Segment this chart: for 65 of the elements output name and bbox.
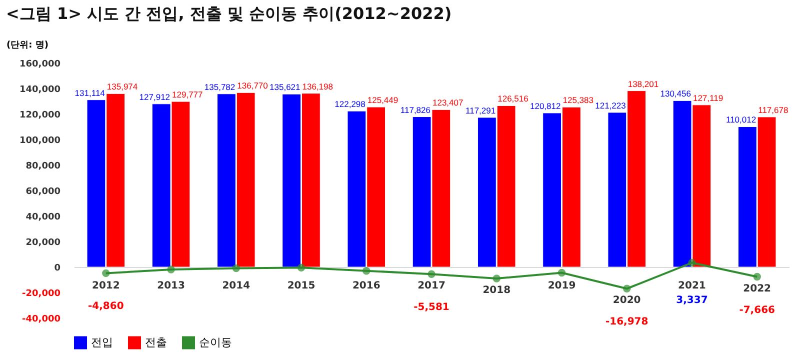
data-label: -16,978 xyxy=(605,316,648,328)
x-tick-label: 2018 xyxy=(482,284,511,296)
data-label: -7,666 xyxy=(739,304,776,316)
point xyxy=(102,269,110,278)
y-tick-label: 0 xyxy=(54,264,60,274)
data-label: 123,407 xyxy=(432,98,464,108)
point xyxy=(492,274,500,282)
point xyxy=(297,264,306,272)
y-tick-label: 100,000 xyxy=(20,136,60,146)
x-tick-label: 2013 xyxy=(157,280,185,292)
data-label: 121,223 xyxy=(595,100,626,110)
data-label: 117,826 xyxy=(400,104,431,115)
point xyxy=(753,272,761,281)
x-tick-label: 2020 xyxy=(612,295,641,306)
data-label: 117,291 xyxy=(466,105,496,116)
data-label: 122,298 xyxy=(334,99,366,110)
data-label: 127,119 xyxy=(692,92,724,103)
chart-title: <그림 1> 시도 간 전입, 전출 및 순이동 추이(2012~2022) xyxy=(6,4,452,23)
data-label: 130,456 xyxy=(660,88,692,99)
point xyxy=(232,264,240,272)
data-label: 120,812 xyxy=(530,100,561,111)
text: (단위: 명) xyxy=(6,40,48,50)
data-label: 129,777 xyxy=(172,90,204,100)
y-tick-label: 120,000 xyxy=(20,110,60,120)
x-tick-label: 2017 xyxy=(418,280,446,292)
data-label: 117,678 xyxy=(758,104,788,115)
y-tick-label: -40,000 xyxy=(22,314,60,324)
point xyxy=(428,270,436,278)
data-label: 131,114 xyxy=(74,88,106,98)
y-tick-label: 160,000 xyxy=(20,60,60,70)
legend-label: 순이동 xyxy=(199,336,232,349)
data-label: 135,782 xyxy=(204,82,236,92)
y-tick-label: 80,000 xyxy=(26,162,60,172)
data-label: 126,516 xyxy=(498,94,529,104)
point xyxy=(362,266,370,275)
y-tick-label: 60,000 xyxy=(26,187,60,197)
point xyxy=(688,258,696,267)
x-tick-label: 2015 xyxy=(287,280,316,292)
point xyxy=(622,284,631,293)
x-tick-label: 2022 xyxy=(743,283,772,294)
point xyxy=(167,266,175,274)
legend-label: 전출 xyxy=(145,336,167,349)
data-label: 110,012 xyxy=(726,114,756,125)
data-label: 125,449 xyxy=(367,95,398,106)
x-tick-label: 2016 xyxy=(352,280,380,292)
data-label: -4,860 xyxy=(88,301,124,312)
x-tick-label: 2019 xyxy=(548,280,576,292)
y-tick-label: 40,000 xyxy=(26,212,60,222)
y-tick-label: 20,000 xyxy=(26,238,60,248)
data-label: 138,201 xyxy=(628,78,659,89)
data-label: -5,581 xyxy=(414,302,450,314)
legend-label: 전입 xyxy=(91,336,113,349)
data-label: 125,383 xyxy=(562,95,594,106)
data-label: 3,337 xyxy=(676,295,708,306)
data-label: 136,198 xyxy=(302,81,334,92)
data-label: 135,621 xyxy=(270,82,301,92)
data-label: 127,912 xyxy=(139,92,170,102)
y-tick-label: 140,000 xyxy=(20,85,60,95)
data-label: 136,770 xyxy=(237,80,268,91)
x-tick-label: 2014 xyxy=(222,280,250,292)
data-label: 135,974 xyxy=(106,82,138,92)
point xyxy=(558,268,566,277)
x-tick-label: 2021 xyxy=(678,280,706,292)
y-tick-label: -20,000 xyxy=(22,289,60,299)
x-tick-label: 2012 xyxy=(92,280,120,292)
